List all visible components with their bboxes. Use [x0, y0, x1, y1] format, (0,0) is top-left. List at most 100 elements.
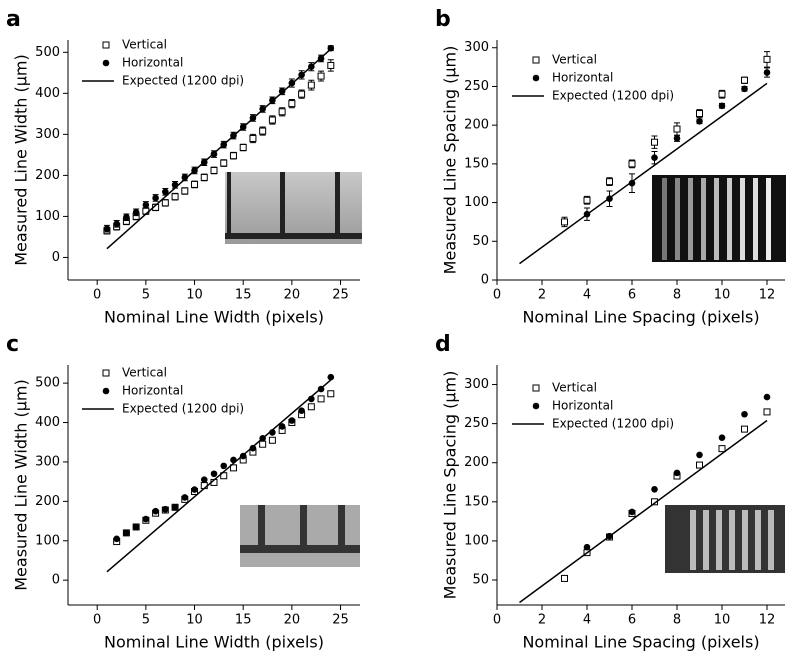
point [606, 178, 613, 186]
x-tick-label: 20 [284, 613, 301, 628]
legend-label: Vertical [552, 381, 597, 395]
point [268, 116, 276, 124]
point [718, 90, 726, 98]
y-axis-label: Measured Line Width (µm) [12, 379, 31, 591]
panel-label: b [435, 7, 451, 32]
panel-label: a [6, 7, 21, 32]
y-tick-label: 100 [464, 195, 489, 210]
point [152, 507, 159, 515]
point [741, 85, 748, 93]
point [142, 515, 150, 523]
point [763, 55, 771, 63]
y-axis-label: Measured Line Spacing (µm) [441, 46, 460, 275]
point [278, 423, 286, 430]
x-tick-label: 5 [142, 613, 150, 628]
point [123, 529, 130, 537]
point [696, 117, 703, 125]
point [229, 464, 237, 472]
x-tick-label: 6 [628, 613, 636, 628]
point [220, 472, 228, 480]
x-tick-label: 2 [538, 288, 546, 303]
y-tick-label: 200 [35, 494, 60, 509]
inset-image [240, 505, 360, 567]
point [298, 90, 306, 98]
x-tick-label: 8 [673, 288, 681, 303]
point [327, 390, 335, 398]
y-tick-label: 200 [35, 168, 60, 183]
y-tick-label: 300 [464, 40, 489, 55]
legend-label: Vertical [122, 366, 167, 380]
x-tick-label: 0 [493, 613, 501, 628]
point [191, 486, 198, 493]
point [220, 159, 228, 167]
point [181, 494, 189, 501]
point [152, 194, 159, 202]
x-tick-label: 0 [493, 288, 501, 303]
point [763, 393, 771, 401]
point [210, 166, 218, 174]
point [142, 201, 150, 209]
expected-line [519, 82, 768, 265]
y-tick-label: 100 [35, 533, 60, 548]
y-tick-label: 300 [35, 454, 60, 469]
legend-label: Expected (1200 dpi) [552, 89, 674, 103]
legend-label: Horizontal [122, 384, 183, 398]
point [307, 81, 315, 89]
point [288, 100, 296, 108]
point [278, 108, 286, 116]
point [171, 503, 179, 511]
x-tick-label: 10 [186, 288, 203, 303]
x-tick-label: 10 [186, 613, 203, 628]
point [239, 143, 247, 151]
point [200, 173, 208, 181]
x-tick-label: 2 [538, 613, 546, 628]
legend-label: Horizontal [552, 399, 613, 413]
point [696, 451, 703, 459]
point [741, 425, 748, 433]
point [317, 395, 325, 403]
inset-image [652, 175, 786, 262]
y-tick-label: 300 [35, 127, 60, 142]
point [200, 476, 208, 483]
point [628, 508, 636, 516]
legend-label: Expected (1200 dpi) [122, 74, 244, 88]
point [123, 213, 130, 221]
panel-label: d [435, 332, 451, 357]
x-tick-label: 10 [714, 613, 731, 628]
point [132, 209, 140, 216]
legend-label: Horizontal [122, 56, 183, 70]
x-tick-label: 5 [142, 288, 150, 303]
x-tick-label: 4 [583, 613, 591, 628]
point [718, 434, 726, 442]
y-tick-label: 50 [472, 572, 489, 587]
point [181, 187, 189, 195]
x-tick-label: 15 [235, 288, 252, 303]
x-axis-label: Nominal Line Spacing (pixels) [522, 633, 759, 651]
x-tick-label: 20 [284, 288, 301, 303]
point [673, 469, 681, 477]
point [741, 76, 748, 84]
point [673, 135, 681, 142]
point [696, 461, 703, 469]
y-tick-label: 500 [35, 45, 60, 60]
y-tick-label: 400 [35, 86, 60, 101]
y-tick-label: 200 [464, 118, 489, 133]
x-tick-label: 4 [583, 288, 591, 303]
point [288, 417, 296, 424]
point [268, 436, 276, 444]
legend-swatch [102, 387, 110, 395]
x-tick-label: 0 [93, 288, 101, 303]
expected-line [519, 419, 768, 604]
x-tick-label: 10 [714, 288, 731, 303]
x-tick-label: 8 [673, 613, 681, 628]
point [161, 199, 169, 207]
point [249, 444, 257, 452]
point [696, 110, 703, 118]
y-tick-label: 100 [464, 533, 489, 548]
point [113, 220, 120, 228]
point [259, 127, 267, 135]
point [561, 218, 568, 226]
point [651, 485, 658, 493]
legend-label: Vertical [122, 38, 167, 52]
